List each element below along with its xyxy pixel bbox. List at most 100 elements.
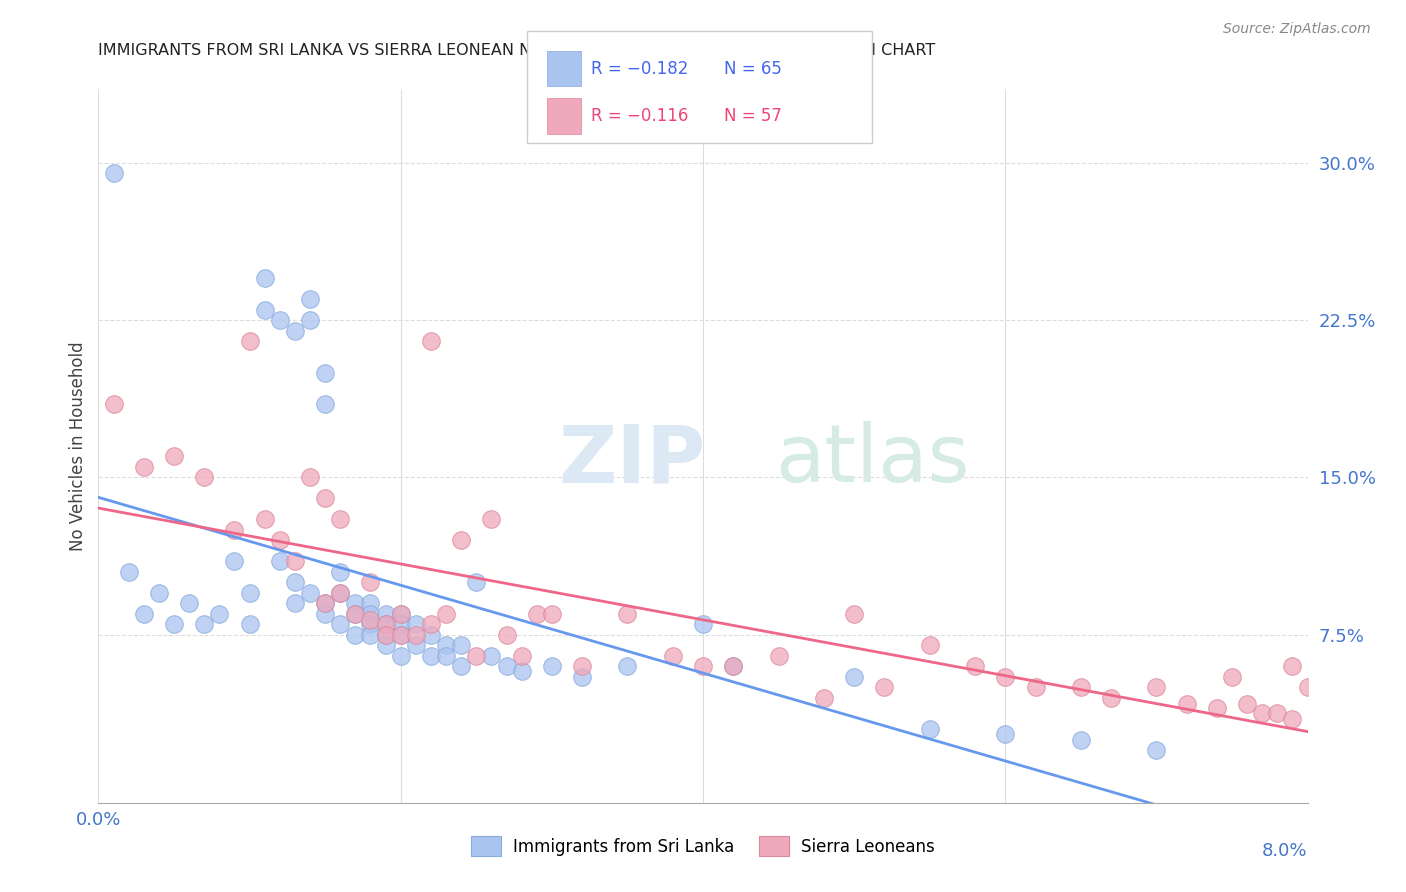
Text: Source: ZipAtlas.com: Source: ZipAtlas.com (1223, 22, 1371, 37)
Point (329, 565, 352, 579)
Point (389, 648, 412, 663)
Point (314, 366, 336, 380)
Point (1070, 681, 1092, 695)
Point (465, 648, 488, 663)
Point (374, 639, 396, 653)
Point (1206, 701, 1229, 715)
Point (918, 723, 941, 737)
Point (284, 324, 307, 338)
Point (224, 523, 246, 537)
Point (329, 617, 352, 632)
Point (723, 659, 745, 673)
Point (344, 596, 367, 610)
Point (1175, 697, 1198, 711)
Point (329, 512, 352, 526)
Point (163, 617, 186, 632)
Text: atlas: atlas (776, 421, 970, 500)
Point (994, 726, 1017, 740)
Point (616, 607, 638, 621)
Point (360, 628, 382, 642)
Point (723, 659, 745, 673)
Point (208, 607, 231, 621)
Point (314, 491, 336, 506)
Point (314, 596, 336, 610)
Point (844, 607, 866, 621)
Point (360, 596, 382, 610)
Point (193, 470, 215, 484)
Point (481, 648, 503, 663)
Point (420, 334, 443, 348)
Point (284, 575, 307, 590)
Point (450, 639, 472, 653)
Point (420, 617, 443, 632)
Point (616, 659, 638, 673)
Point (844, 670, 866, 684)
Point (692, 659, 714, 673)
Point (1296, 681, 1319, 695)
Point (465, 575, 488, 590)
Point (405, 617, 427, 632)
Y-axis label: No Vehicles in Household: No Vehicles in Household (69, 341, 87, 551)
Point (965, 659, 987, 673)
Point (541, 607, 564, 621)
Point (284, 554, 307, 568)
Point (163, 450, 186, 464)
Point (1146, 681, 1168, 695)
Point (1220, 670, 1243, 684)
Point (103, 166, 125, 180)
Point (450, 533, 472, 548)
Point (329, 586, 352, 600)
Point (253, 512, 276, 526)
Point (571, 670, 593, 684)
Point (510, 664, 533, 678)
Point (1251, 706, 1274, 720)
Point (239, 617, 262, 632)
Point (148, 586, 170, 600)
Point (179, 596, 201, 610)
Point (495, 628, 517, 642)
Point (224, 554, 246, 568)
Point (692, 617, 714, 632)
Point (374, 607, 396, 621)
Point (103, 397, 125, 411)
Point (571, 659, 593, 673)
Legend: Immigrants from Sri Lanka, Sierra Leoneans: Immigrants from Sri Lanka, Sierra Leonea… (464, 830, 942, 863)
Point (510, 648, 533, 663)
Point (1070, 732, 1092, 747)
Text: 8.0%: 8.0% (1263, 842, 1308, 860)
Point (314, 607, 336, 621)
Point (314, 596, 336, 610)
Text: R = −0.116: R = −0.116 (591, 107, 688, 125)
Point (239, 334, 262, 348)
Point (253, 302, 276, 317)
Point (132, 607, 155, 621)
Point (269, 313, 291, 327)
Point (360, 575, 382, 590)
Point (1146, 743, 1168, 757)
Text: N = 57: N = 57 (724, 107, 782, 125)
Point (662, 648, 685, 663)
Point (420, 648, 443, 663)
Point (405, 639, 427, 653)
Point (284, 596, 307, 610)
Point (389, 617, 412, 632)
Point (434, 639, 457, 653)
Point (526, 607, 548, 621)
Point (389, 628, 412, 642)
Point (374, 628, 396, 642)
Point (374, 628, 396, 642)
Text: ZIP: ZIP (558, 421, 706, 500)
Point (299, 292, 322, 306)
Point (541, 659, 564, 673)
Point (374, 617, 396, 632)
Point (239, 586, 262, 600)
Text: N = 65: N = 65 (724, 60, 782, 78)
Point (481, 512, 503, 526)
Point (360, 617, 382, 632)
Point (344, 607, 367, 621)
Point (434, 648, 457, 663)
Point (450, 659, 472, 673)
Point (360, 613, 382, 627)
Point (269, 554, 291, 568)
Point (389, 628, 412, 642)
